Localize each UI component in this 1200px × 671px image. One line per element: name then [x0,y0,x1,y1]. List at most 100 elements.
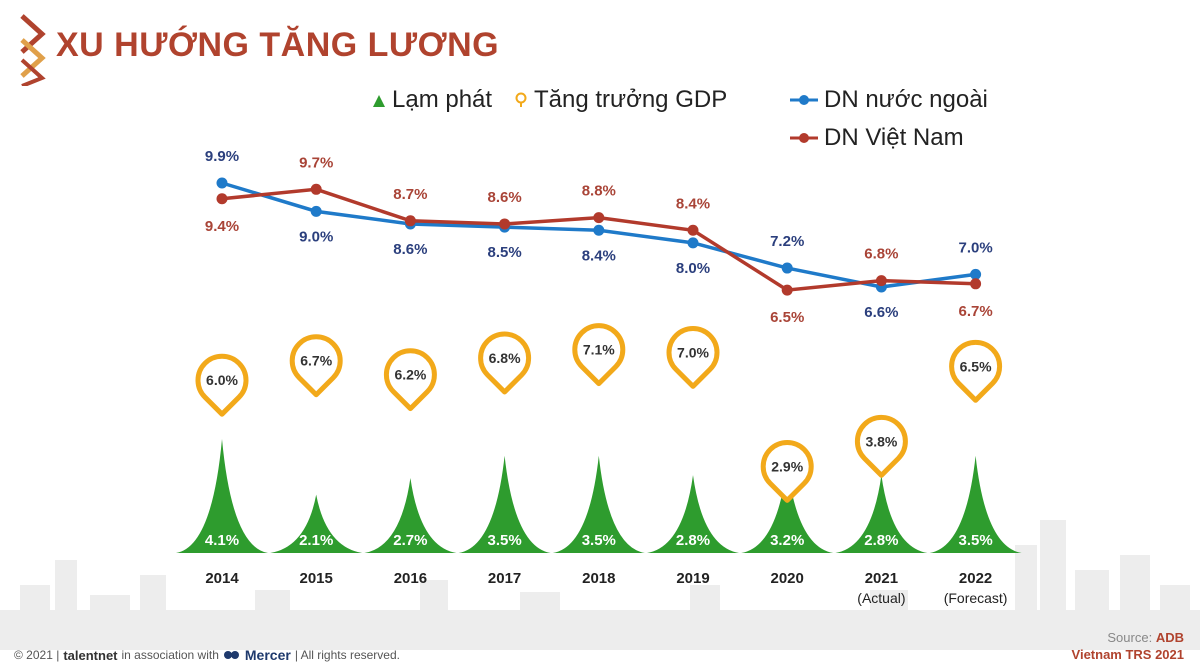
rights-text: | All rights reserved. [294,648,400,662]
map-pin-icon [515,92,527,107]
inflation-label: 4.1% [205,532,239,549]
report-name: Vietnam TRS 2021 [1071,647,1184,662]
source-label: Source: [1107,630,1153,645]
foreign-point [687,237,699,249]
gdp-label: 7.1% [583,342,615,358]
legend-gdp: Tăng trưởng GDP [514,86,727,114]
gdp-pin [195,353,249,417]
foreign-point [310,205,322,217]
foreign-value-label: 8.0% [676,260,710,277]
x-tick-label: 2016 [394,570,427,587]
inflation-peak [835,475,928,553]
vietnam-value-label: 9.7% [299,154,333,171]
vietnam-value-label: 8.7% [393,186,427,203]
gdp-label: 6.7% [300,353,332,369]
vietnam-value-label: 6.8% [864,246,898,263]
association-text: in association with [121,648,219,662]
inflation-peak [270,494,363,553]
legend-inflation: Lạm phát [372,86,492,114]
vietnam-point [875,275,887,287]
mercer-icon [223,651,239,659]
foreign-point [593,224,605,236]
x-tick-label: 2017 [488,570,521,587]
x-tick-sublabel: (Actual) [857,590,905,606]
inflation-label: 3.5% [958,532,992,549]
inflation-label: 2.7% [393,532,427,549]
vietnam-point [687,224,699,236]
x-tick-label: 2019 [676,570,709,587]
vietnam-point [593,212,605,224]
foreign-value-label: 9.9% [205,148,239,165]
gdp-pin [949,339,1003,403]
x-tick-label: 2022 [959,570,992,587]
x-tick-label: 2018 [582,570,615,587]
inflation-label: 3.5% [582,532,616,549]
gdp-label: 6.0% [206,372,238,388]
inflation-peak [647,475,739,553]
legend-vietnam: DN Việt Nam [790,124,964,152]
vietnam-value-label: 8.8% [582,183,616,200]
foreign-value-label: 8.4% [582,247,616,264]
line-marker-icon [790,133,818,143]
vietnam-value-label: 8.6% [487,189,521,206]
legend-inflation-label: Lạm phát [392,86,493,113]
vietnam-point [970,278,982,290]
footer-credits: © 2021 | talentnet in association with M… [14,647,400,663]
gdp-pin [666,325,720,389]
vietnam-value-label: 9.4% [205,218,239,235]
foreign-value-label: 7.2% [770,233,804,250]
inflation-label: 3.5% [487,532,521,549]
gdp-pin [383,348,437,412]
gdp-pin [760,439,814,503]
line-marker-icon [790,95,818,105]
foreign-point [216,177,228,189]
foreign-point [970,268,982,280]
inflation-peak [552,455,645,553]
gdp-pin [478,331,532,395]
legend-foreign-label: DN nước ngoài [824,86,988,113]
inflation-peak [176,439,268,553]
page-title: XU HƯỚNG TĂNG LƯƠNG [56,26,500,64]
x-tick-label: 2020 [771,570,804,587]
gdp-label: 2.9% [771,458,803,474]
gdp-pin [289,334,343,398]
vietnam-point [310,183,322,195]
legend-foreign: DN nước ngoài [790,86,988,114]
foreign-value-label: 6.6% [864,304,898,321]
mercer-logo: Mercer [244,647,291,663]
talentnet-logo: talentnet [63,647,118,663]
gdp-label: 3.8% [865,433,897,449]
brand-chevron-logo [20,14,46,86]
vietnam-value-label: 6.5% [770,309,804,326]
vietnam-point [499,218,511,230]
legend-vietnam-label: DN Việt Nam [824,124,964,151]
foreign-point [781,262,793,274]
inflation-peak [364,477,457,553]
x-tick-label: 2015 [300,570,333,587]
x-tick-label: 2021 [865,570,898,587]
vietnam-value-label: 6.7% [958,303,992,320]
gdp-label: 6.5% [960,358,992,374]
inflation-peak [741,464,834,553]
inflation-label: 2.8% [676,532,710,549]
vietnam-point [781,284,793,296]
foreign-value-label: 8.5% [487,244,521,261]
gdp-label: 6.8% [489,350,521,366]
copyright-text: © 2021 | [14,648,60,662]
gdp-label: 7.0% [677,344,709,360]
x-tick-sublabel: (Forecast) [944,590,1008,606]
vietnam-line [221,187,976,292]
vietnam-value-label: 8.4% [676,195,710,212]
gdp-pin [854,414,908,478]
gdp-pin [572,323,626,387]
city-skyline-background [0,520,1200,650]
source-value: ADB [1155,630,1184,645]
inflation-label: 2.8% [864,532,898,549]
triangle-icon [373,95,385,107]
inflation-peak [458,455,551,553]
inflation-peak [929,455,1022,553]
vietnam-point [216,193,228,205]
x-tick-label: 2014 [205,570,239,587]
vietnam-point [404,215,416,227]
